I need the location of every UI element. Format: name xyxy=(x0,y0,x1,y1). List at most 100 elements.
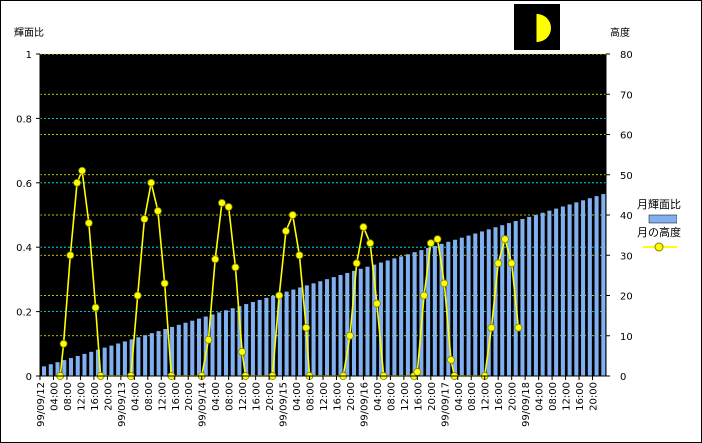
x-tick-label: 20:00 xyxy=(589,382,600,411)
illumination-bar xyxy=(190,320,195,376)
x-tick-label: 08:00 xyxy=(467,382,478,411)
x-tick-label: 20:00 xyxy=(427,382,438,411)
illumination-bar xyxy=(203,316,208,376)
illumination-bar xyxy=(149,333,154,376)
illumination-bar xyxy=(210,314,215,376)
illumination-bar xyxy=(284,291,289,376)
legend-swatch-illumination xyxy=(648,214,677,224)
altitude-point xyxy=(413,368,422,376)
x-tick-label: 20:00 xyxy=(103,382,114,411)
left-tick-label: 1 xyxy=(26,50,32,61)
x-tick-label: 16:00 xyxy=(90,382,101,411)
legend-label-illumination: 月輝面比 xyxy=(637,198,681,211)
right-tick-label: 70 xyxy=(620,90,633,101)
illumination-bar xyxy=(230,308,235,376)
x-tick-label: 99/09/14 xyxy=(198,382,209,427)
illumination-bar xyxy=(257,299,262,376)
illumination-bar xyxy=(594,196,599,376)
x-tick-label: 12:00 xyxy=(238,382,249,411)
illumination-bar xyxy=(217,312,222,376)
illumination-bar xyxy=(338,275,343,376)
illumination-bar xyxy=(298,287,303,376)
altitude-point xyxy=(420,291,428,300)
illumination-bar xyxy=(318,281,323,376)
illumination-bar xyxy=(116,343,121,376)
illumination-bar xyxy=(143,335,148,376)
altitude-point xyxy=(501,235,509,244)
illumination-bar xyxy=(459,237,464,376)
plot-area xyxy=(40,54,606,376)
illumination-bar xyxy=(385,260,390,376)
x-tick-label: 16:00 xyxy=(494,382,505,411)
altitude-point xyxy=(211,255,220,264)
left-tick-label: 0.2 xyxy=(16,308,32,319)
illumination-bar xyxy=(493,227,498,376)
illumination-bar xyxy=(486,229,491,376)
x-tick-label: 08:00 xyxy=(63,382,74,411)
altitude-point xyxy=(275,291,284,300)
illumination-bar xyxy=(581,200,586,376)
right-tick-label: 20 xyxy=(620,292,633,303)
altitude-point xyxy=(494,259,503,268)
illumination-bar xyxy=(55,362,60,376)
x-axis: 99/09/12 04:00 08:00 12:00 16:00 20:00 99/09/1… xyxy=(36,375,606,427)
right-tick-label: 60 xyxy=(620,131,633,142)
x-tick-label: 04:00 xyxy=(373,382,384,411)
left-tick-label: 0.6 xyxy=(16,179,32,190)
illumination-bar xyxy=(122,341,127,376)
illumination-bar xyxy=(453,239,458,376)
altitude-point xyxy=(91,303,100,312)
legend-swatch-altitude xyxy=(643,242,677,252)
altitude-point xyxy=(160,279,169,288)
illumination-bar xyxy=(250,301,255,376)
illumination-bar xyxy=(331,277,336,376)
altitude-point xyxy=(288,211,297,219)
x-tick-label: 04:00 xyxy=(535,382,546,411)
illumination-bar xyxy=(325,279,330,376)
illumination-bar xyxy=(170,326,175,376)
x-tick-label: 08:00 xyxy=(225,382,236,411)
altitude-point xyxy=(447,355,455,364)
altitude-line-segment xyxy=(200,201,247,377)
x-tick-label: 99/09/12 xyxy=(36,382,47,427)
illumination-bar xyxy=(567,204,572,376)
illumination-bar xyxy=(271,295,276,376)
x-tick-label: 16:00 xyxy=(332,382,343,411)
altitude-point xyxy=(59,339,68,348)
altitude-point xyxy=(238,347,247,356)
illumination-bar xyxy=(42,366,47,376)
altitude-point xyxy=(73,178,81,187)
altitude-point xyxy=(302,323,311,332)
illumination-bar xyxy=(351,270,357,376)
x-tick-label: 12:00 xyxy=(481,382,492,411)
left-axis-label: 輝面比 xyxy=(14,27,44,39)
illumination-bar xyxy=(601,194,606,376)
altitude-point xyxy=(66,251,75,260)
illumination-bars xyxy=(42,194,606,376)
right-axis: 0 10 20 30 40 50 60 70 80 xyxy=(605,50,633,383)
illumination-bar xyxy=(587,198,592,376)
x-tick-label: 08:00 xyxy=(306,382,317,411)
illumination-bar xyxy=(500,225,505,376)
illumination-bar xyxy=(378,262,383,376)
legend-item-altitude: 月の高度 xyxy=(637,226,681,254)
left-axis: 0 0.2 0.4 0.6 0.8 1 xyxy=(16,50,41,383)
illumination-bar xyxy=(540,212,545,376)
legend-label-altitude: 月の高度 xyxy=(637,226,681,239)
x-tick-label: 99/09/18 xyxy=(521,382,532,427)
illumination-bar xyxy=(365,266,370,376)
illumination-bar xyxy=(560,206,565,376)
x-tick-label: 99/09/15 xyxy=(279,382,290,427)
x-tick-label: 08:00 xyxy=(548,382,559,411)
right-tick-label: 10 xyxy=(620,332,633,343)
x-tick-label: 04:00 xyxy=(211,382,222,411)
illumination-bar xyxy=(62,360,67,376)
illumination-bar xyxy=(102,347,107,376)
altitude-point xyxy=(440,279,449,288)
illumination-bar xyxy=(136,337,141,376)
right-tick-label: 30 xyxy=(620,251,633,262)
altitude-point xyxy=(218,199,226,207)
illumination-bar xyxy=(527,216,532,376)
x-tick-label: 08:00 xyxy=(144,382,155,411)
